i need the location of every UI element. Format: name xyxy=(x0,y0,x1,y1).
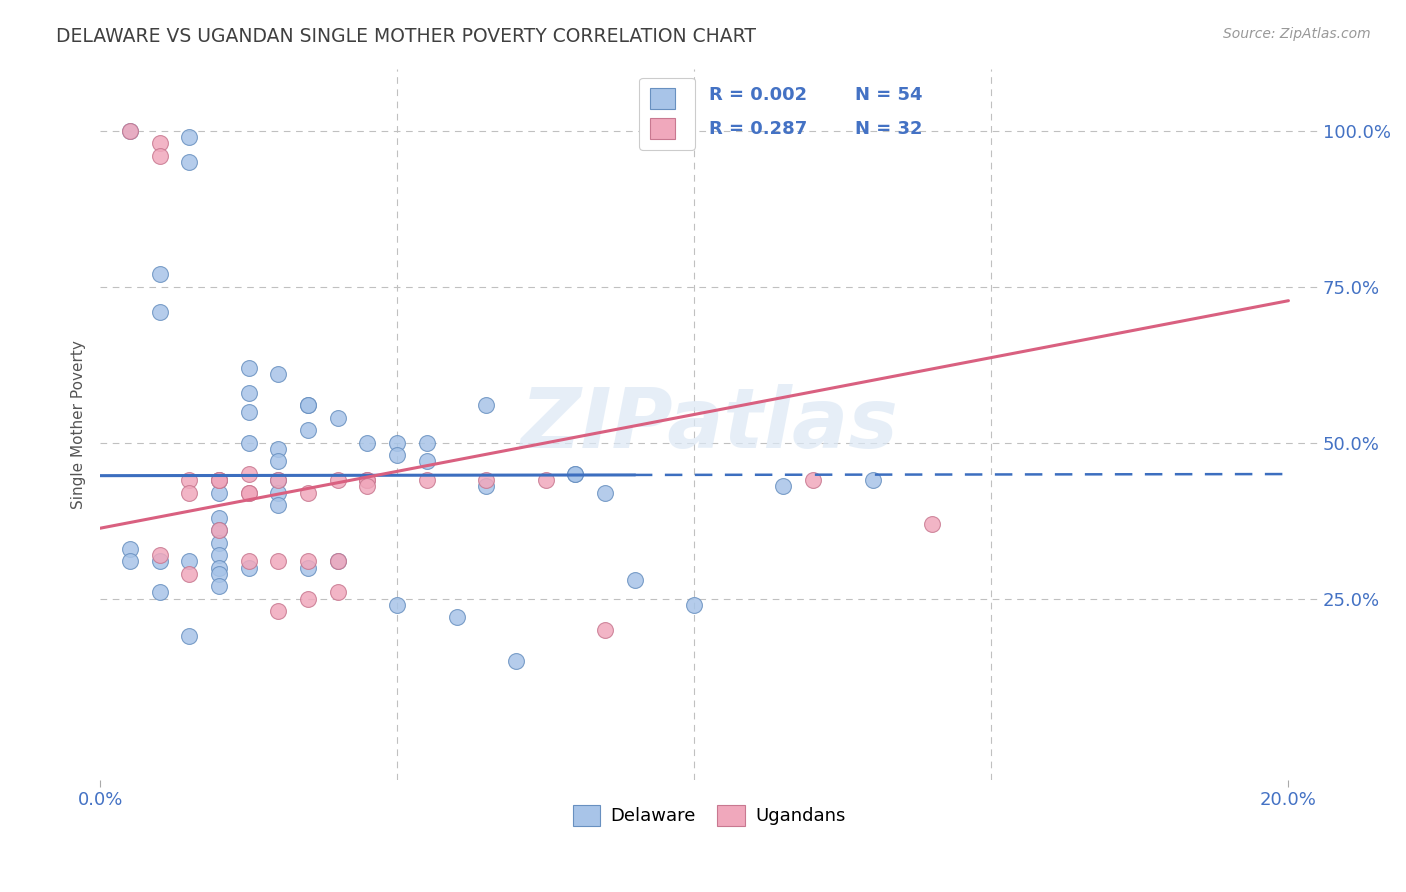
Point xyxy=(238,485,260,500)
Point xyxy=(267,498,290,512)
Point xyxy=(683,598,706,612)
Point xyxy=(148,149,170,163)
Point xyxy=(118,554,141,568)
Point xyxy=(326,554,349,568)
Point xyxy=(387,448,409,462)
Point xyxy=(297,398,319,412)
Point xyxy=(148,548,170,562)
Point xyxy=(297,560,319,574)
Point xyxy=(593,623,616,637)
Y-axis label: Single Mother Poverty: Single Mother Poverty xyxy=(72,340,86,508)
Point xyxy=(238,404,260,418)
Point xyxy=(416,454,439,468)
Point xyxy=(534,473,557,487)
Point xyxy=(208,510,231,524)
Point xyxy=(297,423,319,437)
Point xyxy=(208,548,231,562)
Point xyxy=(148,268,170,282)
Point xyxy=(267,454,290,468)
Point xyxy=(238,360,260,375)
Point xyxy=(208,473,231,487)
Point xyxy=(238,485,260,500)
Point xyxy=(208,523,231,537)
Point xyxy=(505,654,527,668)
Point xyxy=(148,585,170,599)
Point xyxy=(326,473,349,487)
Point xyxy=(238,385,260,400)
Point xyxy=(921,516,943,531)
Point xyxy=(118,124,141,138)
Point xyxy=(267,442,290,456)
Point xyxy=(356,473,378,487)
Point xyxy=(475,479,498,493)
Point xyxy=(326,585,349,599)
Point xyxy=(238,435,260,450)
Point xyxy=(593,485,616,500)
Point xyxy=(267,473,290,487)
Point xyxy=(326,554,349,568)
Point xyxy=(475,398,498,412)
Point xyxy=(148,305,170,319)
Point xyxy=(238,560,260,574)
Point xyxy=(208,485,231,500)
Point xyxy=(179,554,201,568)
Point xyxy=(148,136,170,151)
Point xyxy=(387,598,409,612)
Point xyxy=(208,523,231,537)
Point xyxy=(267,554,290,568)
Point xyxy=(179,473,201,487)
Point xyxy=(326,410,349,425)
Point xyxy=(208,473,231,487)
Legend: Delaware, Ugandans: Delaware, Ugandans xyxy=(564,796,855,835)
Point xyxy=(297,554,319,568)
Point xyxy=(179,485,201,500)
Point xyxy=(446,610,468,624)
Point xyxy=(267,367,290,381)
Point xyxy=(297,485,319,500)
Point xyxy=(118,124,141,138)
Point xyxy=(238,467,260,481)
Point xyxy=(179,130,201,145)
Point xyxy=(297,591,319,606)
Point xyxy=(624,573,647,587)
Point xyxy=(416,473,439,487)
Point xyxy=(208,566,231,581)
Point xyxy=(297,398,319,412)
Text: Source: ZipAtlas.com: Source: ZipAtlas.com xyxy=(1223,27,1371,41)
Point xyxy=(267,604,290,618)
Point xyxy=(564,467,586,481)
Point xyxy=(208,473,231,487)
Point xyxy=(564,467,586,481)
Text: R = 0.287: R = 0.287 xyxy=(709,120,807,137)
Text: N = 32: N = 32 xyxy=(855,120,922,137)
Point xyxy=(148,554,170,568)
Text: DELAWARE VS UGANDAN SINGLE MOTHER POVERTY CORRELATION CHART: DELAWARE VS UGANDAN SINGLE MOTHER POVERT… xyxy=(56,27,756,45)
Point xyxy=(267,485,290,500)
Point xyxy=(179,629,201,643)
Point xyxy=(208,535,231,549)
Point xyxy=(387,435,409,450)
Point xyxy=(416,435,439,450)
Point xyxy=(208,579,231,593)
Point xyxy=(772,479,794,493)
Point xyxy=(356,435,378,450)
Point xyxy=(356,473,378,487)
Point xyxy=(475,473,498,487)
Point xyxy=(862,473,884,487)
Point xyxy=(801,473,824,487)
Text: R = 0.002: R = 0.002 xyxy=(709,87,807,104)
Point xyxy=(179,566,201,581)
Point xyxy=(179,155,201,169)
Text: N = 54: N = 54 xyxy=(855,87,922,104)
Point xyxy=(208,560,231,574)
Text: ZIPatlas: ZIPatlas xyxy=(520,384,898,465)
Point xyxy=(238,554,260,568)
Point xyxy=(356,479,378,493)
Point xyxy=(118,541,141,556)
Point xyxy=(267,473,290,487)
